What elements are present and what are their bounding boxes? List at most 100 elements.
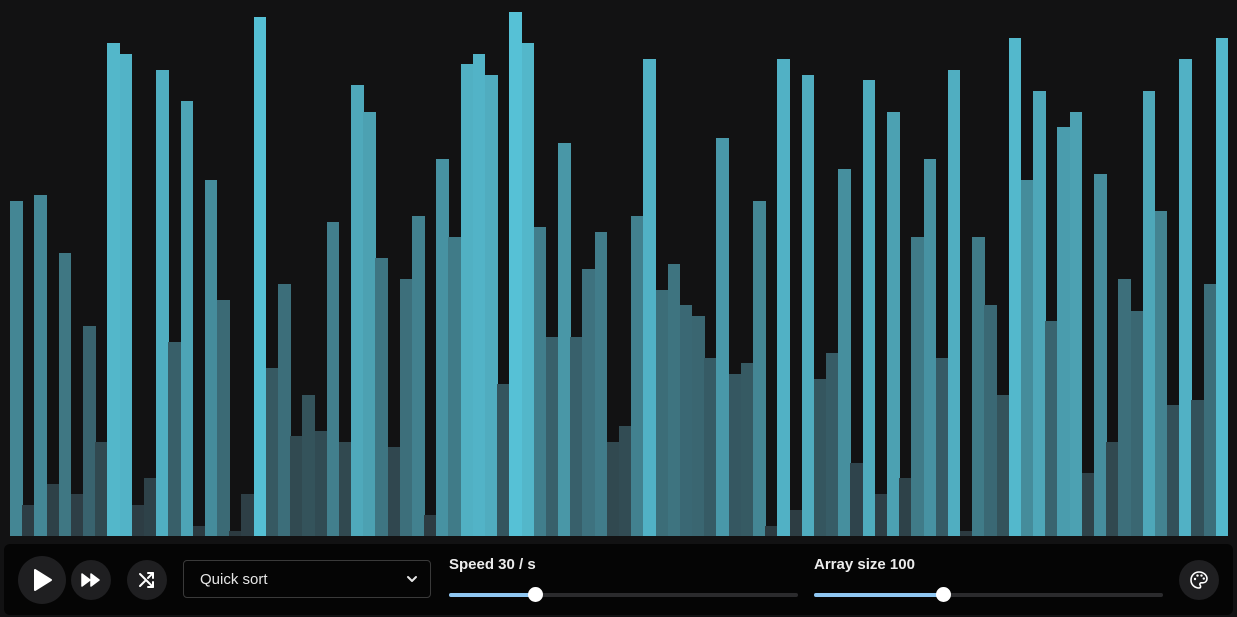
array-bar	[1167, 405, 1180, 536]
array-bar	[1179, 59, 1192, 536]
array-bar	[180, 101, 194, 536]
array-bar	[899, 478, 912, 536]
array-bar	[740, 363, 754, 536]
array-bar	[752, 201, 766, 536]
array-bar	[217, 300, 230, 536]
array-bar	[1130, 311, 1144, 536]
array-bar	[765, 526, 778, 536]
array-bar	[253, 17, 267, 536]
array-bar	[46, 484, 60, 536]
array-bar	[1203, 284, 1217, 536]
array-bar	[326, 222, 340, 536]
array-bar	[716, 138, 730, 536]
array-bar	[10, 201, 23, 536]
array-bar	[119, 54, 133, 536]
array-bar	[777, 59, 790, 536]
array-bar	[387, 447, 401, 536]
array-bar	[692, 316, 705, 536]
array-bar	[1215, 38, 1229, 536]
fast-forward-icon	[81, 573, 100, 587]
array-bar	[411, 216, 425, 536]
array-bar	[1142, 91, 1156, 536]
control-bar: Quick sort Speed 30 / s Array size 100	[4, 544, 1233, 615]
array-bar	[351, 85, 364, 536]
array-bar	[1081, 473, 1095, 536]
array-bar	[1033, 91, 1046, 536]
array-bar	[399, 279, 413, 536]
play-icon	[34, 569, 52, 591]
array-bar	[521, 43, 535, 536]
array-bar	[509, 12, 522, 536]
array-bar	[972, 237, 985, 536]
shuffle-icon	[139, 572, 154, 588]
array-bar	[204, 180, 218, 536]
array-bar	[996, 395, 1010, 536]
algorithm-select[interactable]: Quick sort	[183, 560, 431, 598]
array-bar	[582, 269, 596, 536]
play-button[interactable]	[18, 556, 66, 604]
array-bar	[363, 112, 376, 536]
array-bar	[192, 526, 206, 536]
array-bar	[448, 237, 462, 536]
array-bar	[826, 353, 839, 536]
array-bar	[22, 505, 35, 536]
shuffle-button[interactable]	[127, 560, 167, 600]
speed-slider-fill	[449, 593, 535, 597]
array-size-slider-thumb[interactable]	[936, 587, 952, 602]
array-bar	[314, 431, 328, 536]
array-bar	[70, 494, 84, 536]
array-bar	[789, 510, 803, 536]
array-bar	[923, 159, 937, 536]
array-bar	[338, 442, 352, 536]
array-bar	[838, 169, 851, 536]
array-bar	[643, 59, 656, 536]
array-size-slider[interactable]	[814, 587, 1163, 602]
array-size-label: Array size 100	[814, 556, 915, 573]
array-bar	[265, 368, 279, 536]
array-bar	[168, 342, 181, 536]
array-bar	[874, 494, 888, 536]
array-bar	[606, 442, 620, 536]
array-bar	[375, 258, 388, 536]
array-bar	[497, 384, 510, 536]
array-bar	[728, 374, 742, 536]
array-bar	[424, 515, 437, 536]
array-bar	[1008, 38, 1022, 536]
array-bar	[1020, 180, 1034, 536]
array-bar	[947, 70, 961, 536]
array-bar	[83, 326, 96, 536]
array-bar	[229, 531, 242, 536]
array-bar	[533, 227, 547, 536]
array-bar	[143, 478, 157, 536]
array-bar	[850, 463, 863, 536]
array-bar	[679, 305, 693, 536]
array-bar	[1154, 211, 1168, 536]
speed-label: Speed 30 / s	[449, 556, 536, 573]
array-bar	[631, 216, 644, 536]
array-bar	[485, 75, 498, 536]
speed-slider[interactable]	[449, 587, 798, 602]
array-bar	[862, 80, 876, 536]
array-bar	[911, 237, 924, 536]
array-bar	[704, 358, 717, 536]
array-bar	[58, 253, 72, 536]
array-bar	[107, 43, 121, 536]
array-bar	[1069, 112, 1083, 536]
color-theme-button[interactable]	[1179, 560, 1219, 600]
speed-slider-thumb[interactable]	[527, 587, 543, 602]
array-bar	[619, 426, 632, 536]
step-button[interactable]	[71, 560, 111, 600]
array-bar	[131, 505, 145, 536]
array-bar	[960, 531, 973, 536]
array-bar	[1118, 279, 1131, 536]
array-bar	[1045, 321, 1058, 536]
array-bar	[984, 305, 997, 536]
array-bar	[570, 337, 583, 536]
chevron-down-icon	[407, 576, 417, 582]
array-bar	[935, 358, 949, 536]
array-bar	[34, 195, 47, 536]
array-bar	[436, 159, 449, 536]
array-bar	[558, 143, 571, 536]
array-bar	[277, 284, 291, 536]
array-bar	[594, 232, 608, 536]
